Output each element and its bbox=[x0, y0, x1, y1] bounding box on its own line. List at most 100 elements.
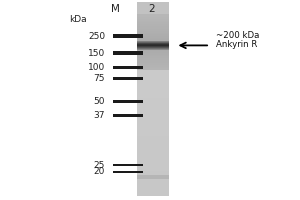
Bar bbox=[136, 19, 169, 22]
Bar bbox=[136, 38, 169, 41]
Bar bbox=[136, 9, 169, 12]
Bar bbox=[136, 53, 169, 57]
Bar bbox=[136, 145, 169, 148]
Bar bbox=[136, 16, 169, 17]
Bar bbox=[136, 12, 169, 14]
Bar bbox=[136, 174, 169, 177]
Bar bbox=[136, 49, 169, 50]
Bar bbox=[136, 164, 169, 168]
Bar bbox=[136, 38, 169, 39]
Bar bbox=[136, 34, 169, 36]
Bar bbox=[136, 158, 169, 161]
Bar bbox=[136, 16, 169, 19]
Bar bbox=[136, 31, 169, 33]
Bar bbox=[136, 53, 169, 55]
Bar bbox=[136, 51, 169, 53]
Bar bbox=[136, 55, 169, 56]
Bar bbox=[136, 6, 169, 9]
Bar bbox=[136, 43, 169, 44]
Bar bbox=[136, 48, 169, 50]
Bar bbox=[136, 110, 169, 114]
Bar bbox=[136, 25, 169, 28]
Bar bbox=[136, 27, 169, 29]
Bar bbox=[136, 175, 169, 179]
Text: 75: 75 bbox=[94, 74, 105, 83]
Bar bbox=[136, 26, 169, 27]
Bar bbox=[136, 19, 169, 21]
Bar bbox=[136, 126, 169, 130]
Text: 37: 37 bbox=[94, 111, 105, 120]
Bar bbox=[136, 28, 169, 31]
Bar bbox=[136, 60, 169, 63]
Bar bbox=[112, 171, 142, 173]
Bar bbox=[136, 123, 169, 126]
Text: Ankyrin R: Ankyrin R bbox=[216, 40, 257, 49]
Text: 50: 50 bbox=[94, 97, 105, 106]
Bar bbox=[136, 7, 169, 9]
Bar bbox=[136, 43, 169, 44]
Bar bbox=[136, 22, 169, 24]
Bar bbox=[136, 168, 169, 171]
Bar bbox=[136, 117, 169, 120]
Bar bbox=[136, 44, 169, 47]
Bar bbox=[136, 114, 169, 117]
Bar bbox=[136, 92, 169, 95]
Bar bbox=[136, 186, 169, 190]
Bar bbox=[136, 101, 169, 104]
Bar bbox=[136, 46, 169, 47]
Bar bbox=[136, 21, 169, 22]
Bar bbox=[136, 29, 169, 31]
Text: 25: 25 bbox=[94, 160, 105, 170]
Bar bbox=[136, 171, 169, 174]
Bar bbox=[136, 46, 169, 48]
Bar bbox=[136, 41, 169, 43]
Text: 100: 100 bbox=[88, 63, 105, 72]
Bar bbox=[136, 82, 169, 85]
Bar bbox=[136, 177, 169, 180]
Bar bbox=[136, 79, 169, 82]
Bar bbox=[136, 155, 169, 158]
Bar bbox=[136, 88, 169, 92]
Bar bbox=[136, 85, 169, 88]
Bar bbox=[136, 130, 169, 133]
Bar bbox=[136, 104, 169, 107]
Bar bbox=[136, 36, 169, 38]
Bar bbox=[136, 10, 169, 12]
Bar bbox=[136, 98, 169, 101]
Bar bbox=[136, 48, 169, 49]
Bar bbox=[136, 67, 169, 68]
Bar bbox=[136, 60, 169, 62]
Bar bbox=[136, 120, 169, 123]
Bar bbox=[136, 22, 169, 25]
Bar bbox=[136, 39, 169, 41]
Bar bbox=[112, 51, 142, 55]
Bar bbox=[136, 76, 169, 79]
Bar bbox=[136, 183, 169, 186]
Bar bbox=[136, 66, 169, 69]
Bar bbox=[112, 100, 142, 103]
Bar bbox=[136, 24, 169, 26]
Text: kDa: kDa bbox=[69, 15, 87, 23]
Bar bbox=[136, 69, 169, 73]
Bar bbox=[112, 164, 142, 166]
Bar bbox=[136, 44, 169, 45]
Bar bbox=[136, 42, 169, 43]
Bar bbox=[136, 190, 169, 193]
Bar bbox=[136, 12, 169, 16]
Bar bbox=[136, 56, 169, 58]
Bar bbox=[136, 41, 169, 42]
Bar bbox=[112, 114, 142, 117]
Bar bbox=[112, 66, 142, 69]
Bar bbox=[136, 14, 169, 16]
Bar bbox=[136, 57, 169, 60]
Bar bbox=[136, 4, 169, 5]
Bar bbox=[136, 50, 169, 51]
Text: 2: 2 bbox=[148, 4, 155, 14]
Bar bbox=[136, 50, 169, 53]
Bar bbox=[136, 34, 169, 38]
Bar bbox=[136, 9, 169, 10]
Bar bbox=[136, 133, 169, 136]
Bar bbox=[136, 65, 169, 67]
Bar bbox=[136, 95, 169, 98]
Bar bbox=[136, 5, 169, 7]
